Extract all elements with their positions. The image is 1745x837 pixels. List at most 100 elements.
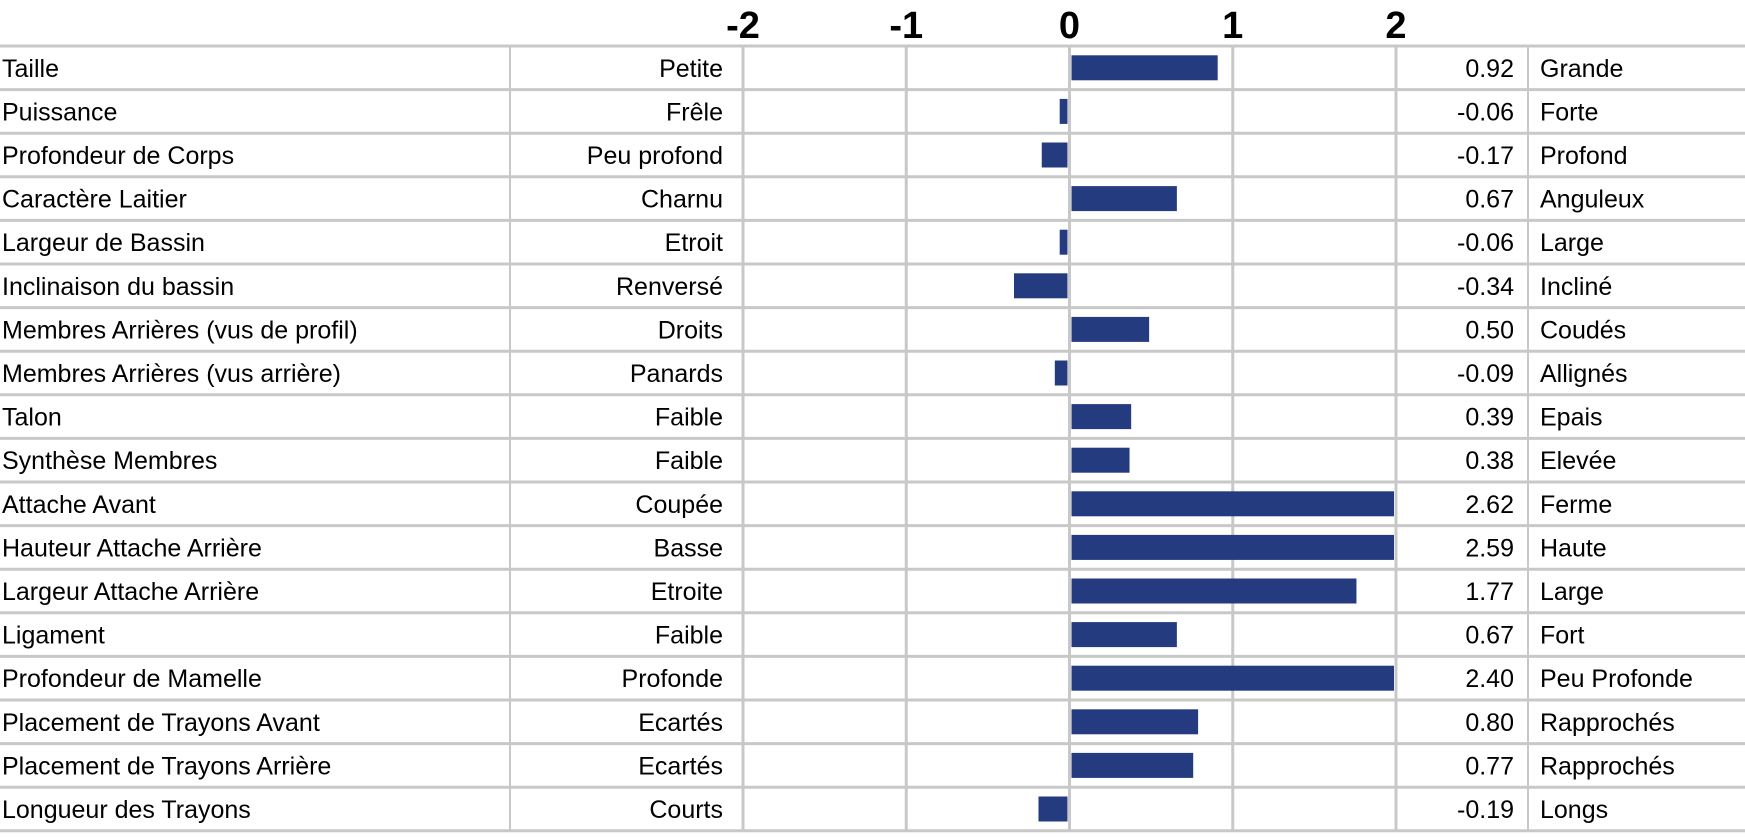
bar (1059, 229, 1068, 255)
bar (1071, 491, 1394, 517)
low-end-label: Courts (649, 796, 723, 824)
low-end-label: Faible (655, 447, 723, 475)
low-end-label: Charnu (641, 186, 723, 214)
value-label: 0.38 (1465, 447, 1514, 475)
trait-label: Profondeur de Mamelle (2, 665, 262, 693)
x-tick-label: -2 (726, 5, 760, 47)
high-end-label: Haute (1540, 534, 1607, 562)
trait-label: Puissance (2, 98, 117, 126)
trait-label: Placement de Trayons Avant (2, 709, 320, 737)
trait-label: Inclinaison du bassin (2, 273, 234, 301)
bar (1071, 578, 1357, 604)
bar (1071, 316, 1150, 342)
bar-series (1013, 55, 1394, 822)
value-label: -0.19 (1457, 796, 1514, 824)
value-label: 2.62 (1465, 491, 1514, 519)
bar (1038, 796, 1068, 822)
trait-label: Largeur de Bassin (2, 229, 205, 257)
low-end-label: Droits (658, 316, 723, 344)
trait-label: Caractère Laitier (2, 186, 187, 214)
bar (1071, 447, 1130, 473)
low-end-label: Profonde (622, 665, 723, 693)
high-end-label: Forte (1540, 98, 1598, 126)
bar (1071, 55, 1218, 81)
low-end-label: Etroite (651, 578, 723, 606)
high-end-label: Coudés (1540, 316, 1626, 344)
bar (1071, 709, 1199, 735)
trait-label: Placement de Trayons Arrière (2, 752, 331, 780)
value-label: -0.06 (1457, 98, 1514, 126)
low-end-label: Petite (659, 55, 723, 83)
value-label: 2.59 (1465, 534, 1514, 562)
trait-label: Attache Avant (2, 491, 156, 519)
trait-label: Membres Arrières (vus arrière) (2, 360, 341, 388)
x-tick-label: -1 (889, 5, 923, 47)
low-end-label: Faible (655, 622, 723, 650)
grid-lines (0, 44, 1745, 833)
value-label: 1.77 (1465, 578, 1514, 606)
high-end-label: Rapprochés (1540, 709, 1675, 737)
trait-label: Synthèse Membres (2, 447, 217, 475)
value-label: -0.06 (1457, 229, 1514, 257)
value-label: -0.09 (1457, 360, 1514, 388)
trait-label: Longueur des Trayons (2, 796, 251, 824)
high-end-label: Incliné (1540, 273, 1612, 301)
bar (1054, 360, 1068, 386)
low-end-label: Frêle (666, 98, 723, 126)
low-end-label: Ecartés (638, 709, 723, 737)
trait-label: Talon (2, 404, 62, 432)
value-label: 0.77 (1465, 752, 1514, 780)
bar (1041, 142, 1068, 168)
x-tick-label: 2 (1385, 5, 1406, 47)
low-end-label: Basse (654, 534, 723, 562)
value-label: 0.80 (1465, 709, 1514, 737)
value-label: 0.67 (1465, 186, 1514, 214)
x-tick-label: 1 (1222, 5, 1243, 47)
trait-label: Hauteur Attache Arrière (2, 534, 262, 562)
high-end-label: Allignés (1540, 360, 1628, 388)
row-labels: Taille Petite 0.92 Grande Puissance Frêle -0.0… (2, 55, 1693, 824)
bar (1013, 273, 1068, 299)
bar (1071, 404, 1132, 430)
bar (1071, 534, 1394, 560)
trait-label: Profondeur de Corps (2, 142, 234, 170)
bar (1071, 622, 1177, 648)
trait-label: Largeur Attache Arrière (2, 578, 259, 606)
trait-label: Ligament (2, 622, 105, 650)
low-end-label: Peu profond (587, 142, 723, 170)
low-end-label: Renversé (616, 273, 723, 301)
value-label: -0.34 (1457, 273, 1514, 301)
high-end-label: Fort (1540, 622, 1585, 650)
high-end-label: Anguleux (1540, 186, 1645, 214)
high-end-label: Ferme (1540, 491, 1612, 519)
bar (1071, 752, 1194, 778)
value-label: 0.39 (1465, 404, 1514, 432)
value-label: 2.40 (1465, 665, 1514, 693)
trait-label: Membres Arrières (vus de profil) (2, 316, 358, 344)
high-end-label: Grande (1540, 55, 1623, 83)
high-end-label: Elevée (1540, 447, 1616, 475)
bar (1071, 665, 1394, 691)
value-label: 0.92 (1465, 55, 1514, 83)
high-end-label: Peu Profonde (1540, 665, 1693, 693)
x-axis-tick-labels: -2 -1 0 1 2 (726, 5, 1406, 47)
high-end-label: Large (1540, 229, 1604, 257)
low-end-label: Panards (630, 360, 723, 388)
high-end-label: Profond (1540, 142, 1628, 170)
value-label: 0.67 (1465, 622, 1514, 650)
value-label: -0.17 (1457, 142, 1514, 170)
high-end-label: Large (1540, 578, 1604, 606)
high-end-label: Epais (1540, 404, 1603, 432)
low-end-label: Coupée (635, 491, 723, 519)
high-end-label: Longs (1540, 796, 1608, 824)
low-end-label: Etroit (665, 229, 723, 257)
trait-label: Taille (2, 55, 59, 83)
bar (1059, 98, 1068, 124)
value-label: 0.50 (1465, 316, 1514, 344)
high-end-label: Rapprochés (1540, 752, 1675, 780)
low-end-label: Ecartés (638, 752, 723, 780)
x-tick-label: 0 (1059, 5, 1080, 47)
bar (1071, 186, 1177, 212)
low-end-label: Faible (655, 404, 723, 432)
